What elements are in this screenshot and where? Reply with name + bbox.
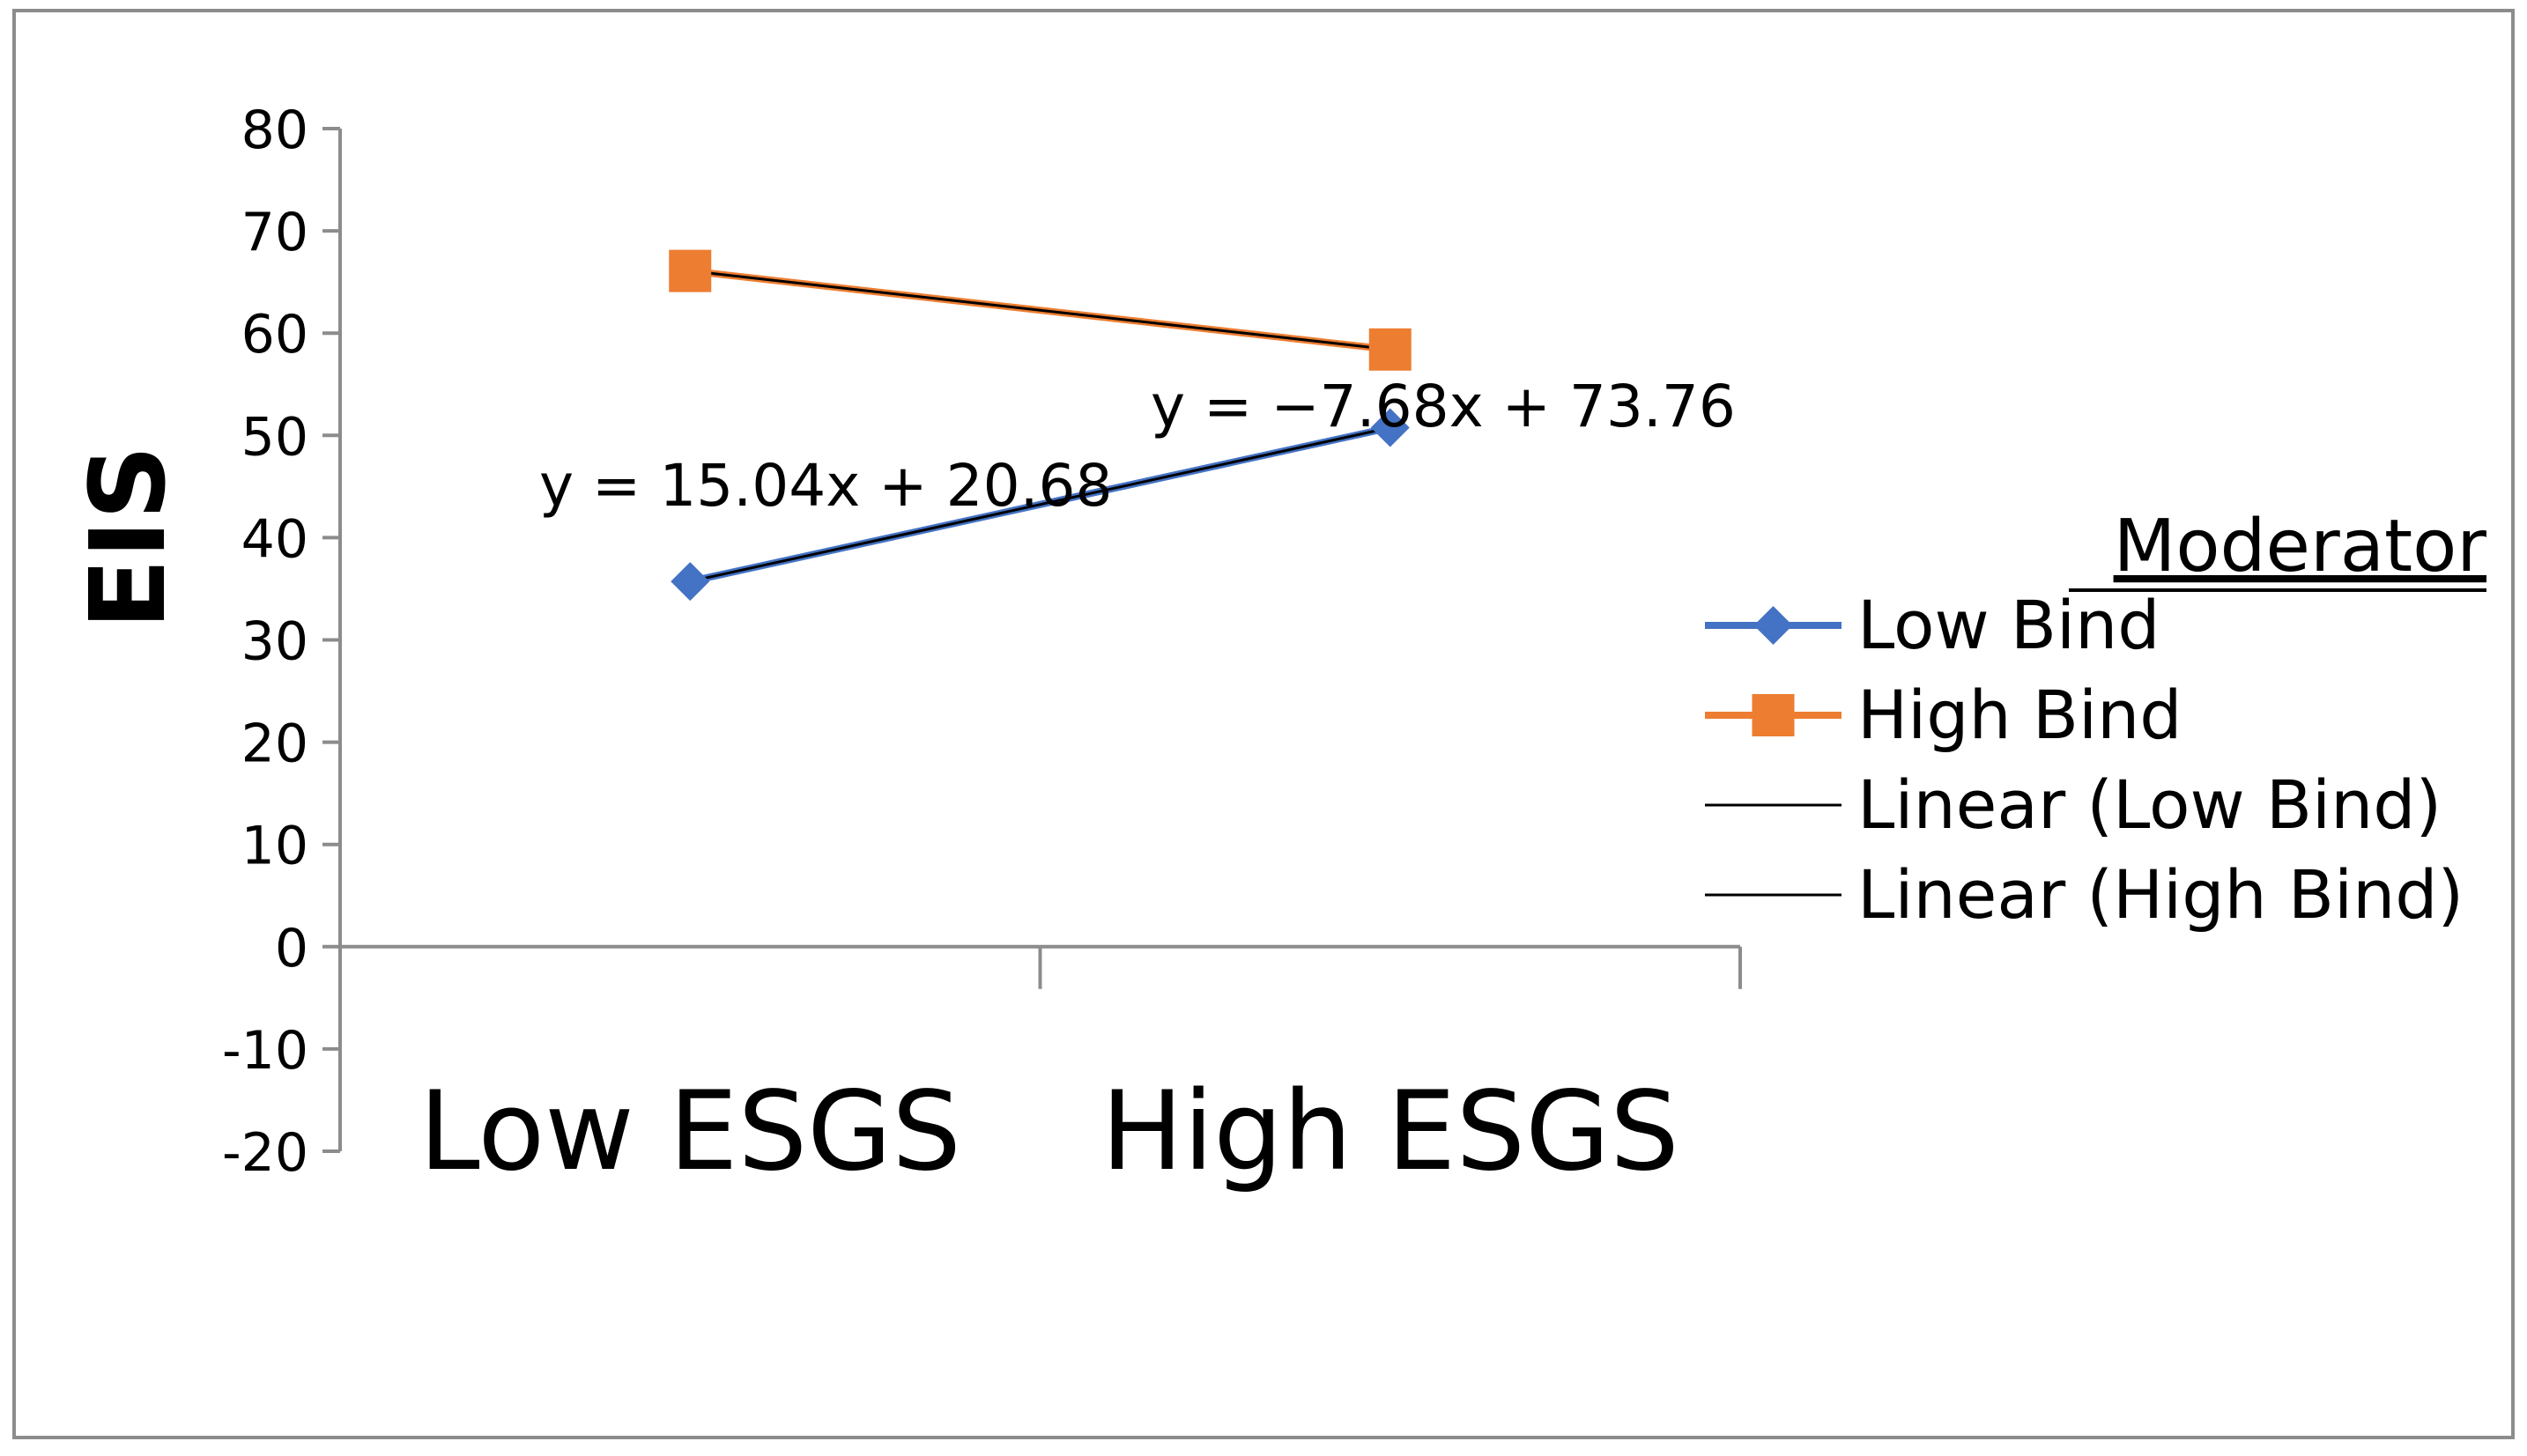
trendline-layer [689,270,1391,583]
data-point-low-bind [671,562,710,602]
x-category-label: High ESGS [1101,1068,1679,1195]
y-tick-label: 60 [241,304,308,366]
legend-marker-low-bind [1753,606,1793,645]
equation-layer: y = 15.04x + 20.68 y = −7.68x + 73.76 [539,373,1736,520]
legend: Moderator Low Bind High Bind Linear (Low B… [1705,505,2486,934]
trendline-equation-high-bind: y = −7.68x + 73.76 [1151,373,1736,440]
y-axis: -20 -10 0 10 20 30 40 50 60 70 80 [222,100,342,1184]
legend-title: Moderator [2114,505,2487,588]
trendline-linear-high-bind [690,270,1390,351]
chart-border [12,9,2515,1439]
y-tick-label: 70 [241,202,308,263]
data-point-low-bind [1370,408,1410,447]
y-tick-label: 0 [275,918,308,979]
y-tick-label: -20 [222,1122,308,1184]
y-tick-label: 30 [241,611,308,673]
trendline-linear-low-bind [689,426,1391,583]
y-tick-label: 80 [241,100,308,161]
legend-label-linear-low-bind: Linear (Low Bind) [1857,765,2442,844]
y-tick-label: 50 [241,406,308,468]
legend-label-high-bind: High Bind [1857,676,2182,754]
y-tick-label: 10 [241,816,308,877]
data-point-high-bind [669,249,712,292]
legend-label-linear-high-bind: Linear (High Bind) [1857,855,2464,934]
y-tick-label: -10 [222,1020,308,1082]
legend-marker-high-bind [1752,694,1795,736]
data-point-high-bind [1368,328,1412,371]
legend-label-low-bind: Low Bind [1857,586,2160,664]
y-axis-title: EIS [67,445,189,630]
x-axis: Low ESGS High ESGS [340,944,1742,1195]
marker-layer [669,249,1412,602]
legend-entries: Low Bind High Bind Linear (Low Bind) Linear… [1705,586,2464,934]
y-tick-label: 20 [241,713,308,775]
y-tick-label: 40 [241,508,308,570]
trendline-equation-low-bind: y = 15.04x + 20.68 [539,452,1113,520]
x-category-label: Low ESGS [419,1068,961,1195]
